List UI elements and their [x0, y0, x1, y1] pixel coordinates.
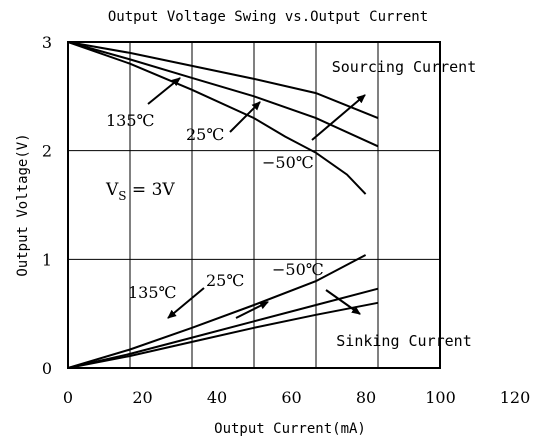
- x-tick-label-1: 20: [132, 388, 152, 407]
- chart-title: Output Voltage Swing vs.Output Current: [108, 9, 428, 25]
- annotation-arrow-4: [235, 301, 269, 319]
- annotation-arrow-2: [311, 94, 366, 141]
- series-line-sourcing-0: [67, 41, 379, 120]
- chart-grid: [68, 42, 440, 368]
- y-tick-labels: 0 1 2 3: [42, 33, 52, 378]
- y-tick-label-3: 3: [42, 33, 52, 52]
- y-axis-label: Output Voltage(V): [15, 133, 31, 276]
- temperature-label-sourcing-1: 25℃: [186, 125, 224, 144]
- x-tick-label-6: 120: [500, 388, 531, 407]
- sinking-current-label: Sinking Current: [336, 332, 471, 350]
- series-line-sinking-5: [67, 301, 379, 369]
- x-tick-label-0: 0: [63, 388, 73, 407]
- temperature-label-sinking-3: 135℃: [128, 283, 176, 302]
- y-tick-label-2: 2: [42, 142, 52, 161]
- y-tick-label-0: 0: [42, 359, 52, 378]
- x-tick-labels: 0 20 40 60 80 100 120: [63, 388, 530, 407]
- temperature-label-sinking-4: 25℃: [206, 271, 244, 290]
- series-line-sourcing-1: [67, 41, 379, 148]
- annotation-arrow-1: [229, 101, 261, 133]
- x-tick-label-3: 60: [281, 388, 301, 407]
- temperature-label-sourcing-2: −50℃: [262, 153, 314, 172]
- supply-voltage-subscript: S: [118, 189, 126, 203]
- sourcing-current-label: Sourcing Current: [332, 58, 477, 76]
- y-tick-label-1: 1: [42, 250, 52, 269]
- temperature-label-sinking-5: −50℃: [272, 260, 324, 279]
- plot-frame: [67, 41, 441, 369]
- annotation-arrow-0: [147, 77, 181, 105]
- x-axis-label: Output Current(mA): [214, 421, 366, 437]
- series-lines: [67, 41, 379, 369]
- x-tick-label-2: 40: [207, 388, 227, 407]
- supply-voltage-value: = 3V: [127, 180, 176, 200]
- series-line-sinking-3: [67, 254, 367, 369]
- x-tick-label-5: 100: [425, 388, 456, 407]
- annotation-arrow-3: [167, 287, 205, 319]
- series-line-sinking-4: [67, 287, 379, 369]
- supply-voltage-symbol: V: [105, 180, 119, 200]
- temperature-labels: 135℃ 25℃ −50℃ 135℃ 25℃ −50℃: [106, 111, 324, 302]
- temperature-label-sourcing-0: 135℃: [106, 111, 154, 130]
- series-line-sourcing-2: [67, 41, 367, 195]
- annotation-arrows: [147, 77, 366, 319]
- supply-voltage-label: VS = 3V: [105, 180, 175, 203]
- x-tick-label-4: 80: [356, 388, 376, 407]
- annotation-arrow-5: [325, 289, 361, 315]
